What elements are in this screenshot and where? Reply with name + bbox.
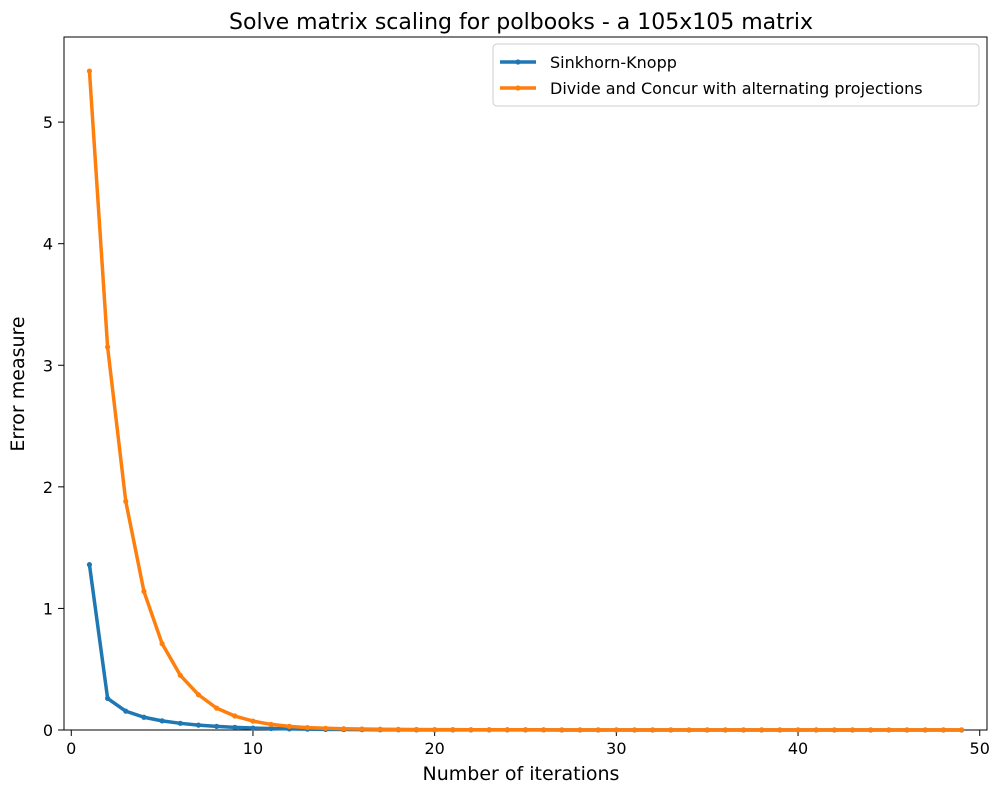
data-point [395, 726, 401, 732]
data-point [214, 723, 220, 729]
y-tick-label: 2 [43, 478, 53, 497]
data-point [123, 708, 129, 714]
data-point [849, 727, 856, 733]
data-point [868, 727, 874, 733]
y-tick-label: 4 [43, 235, 53, 254]
x-tick-label: 40 [788, 739, 808, 758]
x-tick-label: 30 [606, 739, 626, 758]
data-point [432, 727, 438, 733]
legend-item: Divide and Concur with alternating proje… [500, 79, 923, 98]
data-point [940, 727, 946, 733]
legend-frame [492, 43, 980, 107]
y-axis-label: Error measure [7, 316, 29, 451]
data-point [359, 726, 365, 732]
legend-marker [515, 85, 521, 91]
legend-label: Divide and Concur with alternating proje… [550, 79, 923, 98]
chart-title: Solve matrix scaling for polbooks - a 10… [229, 10, 813, 35]
legend: Sinkhorn-Knopp Divide and Concur with alt… [492, 43, 980, 107]
data-point [922, 727, 928, 733]
data-point [304, 724, 311, 731]
data-point [214, 705, 220, 711]
y-tick-label: 3 [43, 356, 53, 375]
data-point [504, 727, 510, 733]
data-point [613, 727, 619, 733]
data-point [105, 695, 111, 701]
data-point [86, 68, 93, 74]
data-point [958, 727, 965, 733]
data-point [595, 727, 601, 733]
data-point [195, 692, 202, 698]
data-point [450, 727, 456, 733]
data-point [195, 722, 202, 728]
data-point [777, 727, 783, 733]
series-layer [86, 68, 965, 733]
data-point [740, 727, 747, 733]
legend-marker [515, 59, 521, 65]
legend-item: Sinkhorn-Knopp [500, 53, 677, 72]
data-point [159, 641, 165, 647]
x-axis-ticks: 0 10 20 30 40 50 [66, 730, 990, 758]
data-point [268, 721, 274, 728]
x-tick-label: 10 [243, 739, 263, 758]
data-point [177, 720, 183, 726]
data-point [522, 727, 529, 733]
y-tick-label: 1 [43, 599, 53, 618]
data-point [831, 727, 837, 733]
legend-label: Sinkhorn-Knopp [550, 53, 677, 72]
data-point [413, 726, 420, 733]
x-axis-label: Number of iterations [423, 763, 620, 785]
data-point [722, 727, 728, 733]
data-point [86, 562, 93, 568]
data-point [286, 723, 292, 729]
data-point [468, 727, 474, 733]
data-point [759, 727, 765, 733]
data-point [577, 727, 583, 733]
data-point [650, 727, 656, 733]
series-1 [86, 68, 965, 733]
data-point [141, 714, 147, 720]
data-point [268, 725, 274, 732]
y-axis-ticks: 0 1 2 3 4 5 [43, 113, 64, 740]
data-point [323, 725, 329, 731]
data-point [341, 726, 347, 732]
data-point [177, 672, 183, 678]
data-point [377, 726, 383, 732]
data-point [123, 498, 129, 505]
x-tick-label: 20 [424, 739, 444, 758]
data-point [232, 724, 238, 730]
data-point [686, 727, 692, 733]
data-point [813, 727, 819, 733]
data-point [232, 713, 238, 719]
data-point [704, 727, 710, 733]
data-point [250, 718, 256, 724]
y-tick-label: 0 [43, 721, 53, 740]
data-point [486, 727, 492, 733]
data-point [250, 725, 256, 731]
data-point [141, 588, 147, 595]
plot-area [63, 36, 988, 731]
data-point [668, 727, 674, 733]
data-point [541, 727, 547, 733]
data-point [559, 727, 565, 733]
y-tick-label: 5 [43, 113, 53, 132]
x-tick-label: 50 [970, 739, 990, 758]
data-point [795, 727, 801, 733]
data-point [159, 718, 165, 724]
data-point [105, 344, 111, 350]
data-point [631, 727, 638, 733]
x-tick-label: 0 [66, 739, 76, 758]
data-point [904, 727, 910, 733]
data-point [886, 727, 892, 733]
